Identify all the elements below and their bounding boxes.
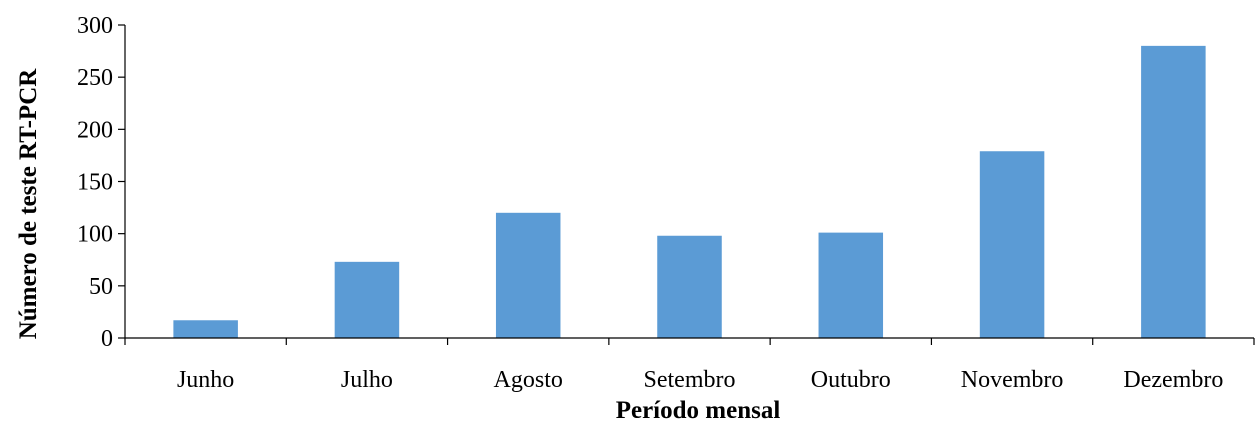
y-tick-label: 100: [77, 222, 113, 248]
x-tick-label-outubro: Outubro: [811, 367, 891, 393]
x-axis: Junho Julho Agosto Setembro Outubro Novembro D…: [124, 337, 1255, 393]
x-axis-title: Período mensal: [616, 397, 781, 424]
y-tick-label: 250: [77, 65, 113, 91]
y-tick-label: 200: [77, 117, 113, 143]
bar-agosto: [495, 212, 561, 338]
y-tick-label: 150: [77, 170, 113, 196]
y-tick-label: 0: [101, 326, 113, 352]
bar-junho: [173, 320, 238, 338]
x-tick-label-dezembro: Dezembro: [1123, 367, 1223, 393]
bar-novembro: [979, 151, 1045, 338]
bar-dezembro: [1141, 45, 1206, 338]
y-tick-label: 300: [77, 13, 113, 39]
bar-julho: [334, 261, 400, 338]
x-tick-label-julho: Julho: [341, 367, 393, 393]
y-axis-title: Número de teste RT-PCR: [15, 68, 42, 340]
x-tick-label-novembro: Novembro: [961, 367, 1064, 393]
bars: [173, 45, 1206, 338]
bar-setembro: [657, 235, 722, 338]
y-axis: 0 50 100 150 200 250 300: [77, 13, 126, 352]
x-tick-label-agosto: Agosto: [494, 367, 563, 393]
y-tick-label: 50: [89, 274, 113, 300]
x-tick-label-setembro: Setembro: [644, 367, 736, 393]
bar-outubro: [818, 232, 884, 338]
x-tick-label-junho: Junho: [177, 367, 234, 393]
